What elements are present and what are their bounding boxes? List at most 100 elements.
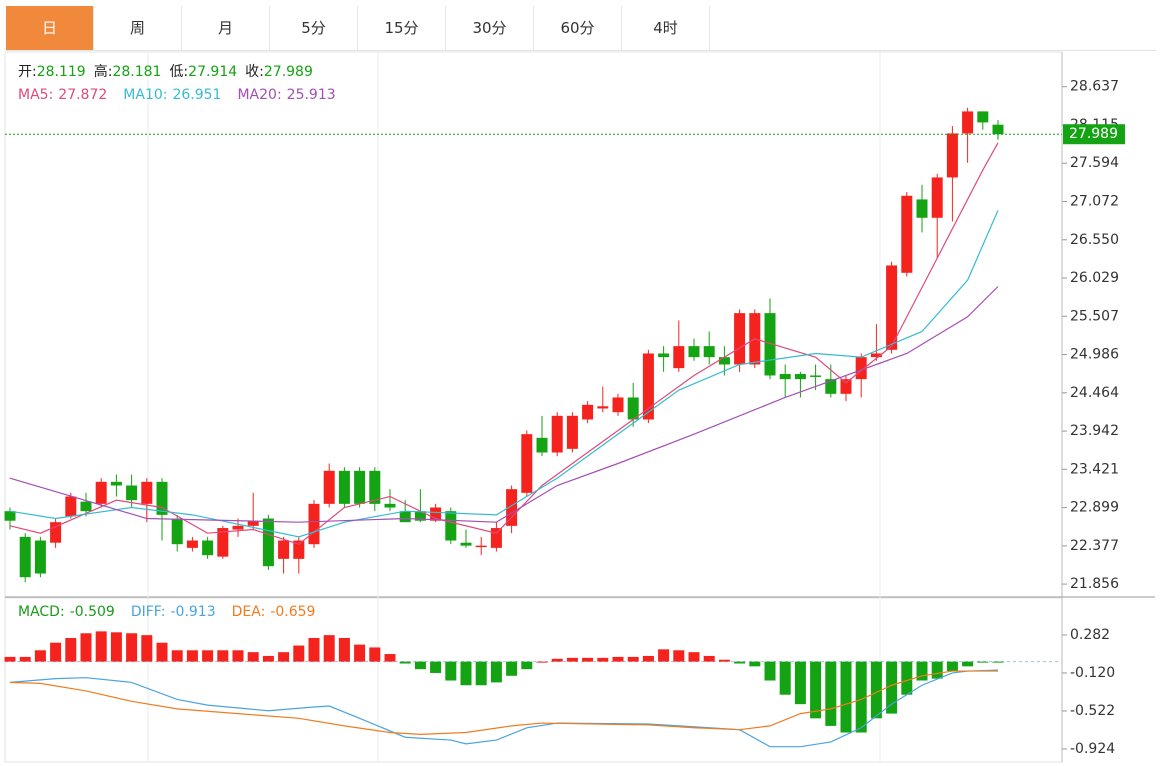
candle-body bbox=[414, 511, 426, 521]
macd-bar bbox=[855, 661, 867, 733]
macd-bar bbox=[749, 661, 761, 667]
candle-body bbox=[430, 507, 442, 521]
legend-value: -0.509 bbox=[70, 604, 115, 620]
info-label: 低: bbox=[169, 64, 188, 80]
macd-bar bbox=[369, 647, 381, 662]
macd-bar bbox=[95, 631, 107, 662]
macd-bar bbox=[658, 649, 670, 662]
legend-value: 26.951 bbox=[172, 87, 221, 103]
macd-bar bbox=[34, 650, 46, 662]
candle-body bbox=[506, 489, 518, 526]
info-label: 高: bbox=[94, 63, 113, 80]
y-tick-label: -0.522 bbox=[1070, 703, 1115, 719]
candle-body bbox=[870, 353, 882, 358]
macd-bar bbox=[414, 661, 426, 670]
period-tab[interactable]: 日 bbox=[6, 6, 94, 50]
candle-body bbox=[916, 199, 928, 218]
macd-bar bbox=[977, 661, 989, 663]
candle-body bbox=[794, 374, 806, 380]
period-tab[interactable]: 5分 bbox=[270, 6, 358, 50]
period-tab[interactable]: 15分 bbox=[358, 6, 446, 50]
macd-bar bbox=[703, 655, 715, 662]
macd-bar bbox=[673, 650, 685, 662]
candle-body bbox=[399, 511, 411, 523]
macd-bar bbox=[597, 657, 609, 662]
macd-bar bbox=[764, 661, 776, 681]
candle-body bbox=[855, 357, 867, 380]
macd-bar bbox=[794, 661, 806, 705]
candle-body bbox=[536, 437, 548, 453]
macd-bar bbox=[156, 642, 168, 662]
macd-bar bbox=[247, 652, 259, 662]
legend-value: 25.913 bbox=[287, 87, 336, 103]
macd-bar bbox=[946, 661, 958, 672]
candle-body bbox=[247, 520, 259, 526]
candle-body bbox=[65, 496, 77, 517]
macd-bar bbox=[430, 661, 442, 673]
candle-body bbox=[460, 542, 472, 546]
candle-body bbox=[445, 511, 457, 541]
macd-bar bbox=[642, 655, 654, 662]
candle-body bbox=[810, 375, 822, 377]
macd-bar bbox=[141, 635, 153, 662]
macd-bar bbox=[536, 661, 548, 663]
candle-body bbox=[551, 415, 563, 453]
y-tick-label: 22.899 bbox=[1070, 500, 1119, 516]
macd-bar bbox=[171, 650, 183, 662]
candle-body bbox=[734, 313, 746, 365]
period-tabs: 日周月 5分 15分 30分 60分 4时 bbox=[6, 6, 1156, 51]
macd-bar bbox=[992, 661, 1004, 663]
candle-body bbox=[232, 525, 244, 530]
macd-bar bbox=[688, 652, 700, 662]
macd-bar bbox=[80, 633, 92, 662]
candle-body bbox=[886, 265, 898, 350]
info-value: 28.119 bbox=[37, 64, 86, 80]
period-tab[interactable]: 30分 bbox=[446, 6, 534, 50]
y-tick-label: 26.550 bbox=[1070, 232, 1119, 248]
candle-body bbox=[597, 406, 609, 409]
macd-bar bbox=[110, 632, 122, 662]
candle-body bbox=[962, 111, 974, 134]
candle-body bbox=[931, 177, 943, 218]
candle-body bbox=[582, 404, 594, 420]
candle-body bbox=[202, 540, 214, 556]
candle-body bbox=[475, 545, 487, 548]
period-tab[interactable]: 4时 bbox=[622, 6, 710, 50]
candle-body bbox=[323, 470, 335, 504]
legend-value: -0.659 bbox=[270, 604, 315, 620]
y-tick-label: 21.856 bbox=[1070, 576, 1119, 592]
y-tick-label: 28.637 bbox=[1070, 79, 1119, 95]
y-tick-label: 22.377 bbox=[1070, 538, 1119, 554]
macd-bar bbox=[840, 661, 852, 733]
indicator-line bbox=[9, 286, 999, 523]
candle-body bbox=[141, 481, 153, 504]
candle-body bbox=[354, 470, 366, 504]
candle-body bbox=[490, 528, 502, 548]
legend-label: DIFF: bbox=[131, 604, 166, 620]
candle-body bbox=[19, 536, 31, 578]
legend-label: MA20: bbox=[237, 87, 281, 103]
period-tab[interactable]: 周 bbox=[94, 6, 182, 50]
macd-bar bbox=[506, 661, 518, 676]
macd-bar bbox=[323, 635, 335, 662]
macd-bar bbox=[126, 633, 138, 662]
y-tick-label: 24.986 bbox=[1070, 347, 1119, 363]
period-tab[interactable]: 月 bbox=[182, 6, 270, 50]
y-tick-label: 27.594 bbox=[1070, 155, 1119, 171]
legend-label: MACD: bbox=[18, 604, 65, 620]
candle-body bbox=[566, 415, 578, 449]
candle-body bbox=[779, 374, 791, 380]
candle-body bbox=[673, 346, 685, 369]
candle-body bbox=[95, 481, 107, 504]
candle-body bbox=[4, 511, 16, 521]
legend-label: MA5: bbox=[18, 87, 53, 103]
candle-body bbox=[703, 346, 715, 358]
macd-bar bbox=[551, 658, 563, 662]
candle-body bbox=[110, 481, 122, 486]
legend-label: DEA: bbox=[232, 604, 266, 620]
last-price-tag bbox=[1063, 124, 1125, 145]
period-tab[interactable]: 60分 bbox=[534, 6, 622, 50]
legend-value: -0.913 bbox=[170, 604, 215, 620]
candle-body bbox=[627, 397, 639, 420]
